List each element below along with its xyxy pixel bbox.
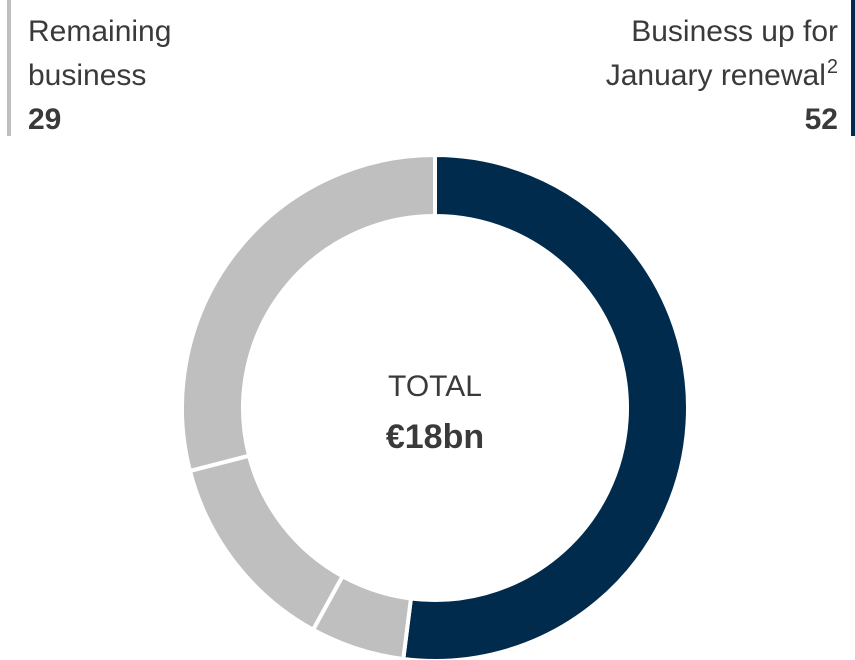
center-label: TOTAL [388,370,482,403]
legend-label: Remaining business [28,15,171,92]
legend-label: Business up for January renewal [606,15,838,92]
legend-value: 29 [28,103,61,136]
legend-bar [851,0,855,136]
donut-segment [401,152,690,660]
legend-value: 52 [805,103,838,136]
donut-segment [180,152,437,474]
donut-segment [187,453,346,633]
legend-bar [7,0,11,136]
footnote-mark: 2 [827,56,838,78]
center-value: €18bn [386,418,484,456]
